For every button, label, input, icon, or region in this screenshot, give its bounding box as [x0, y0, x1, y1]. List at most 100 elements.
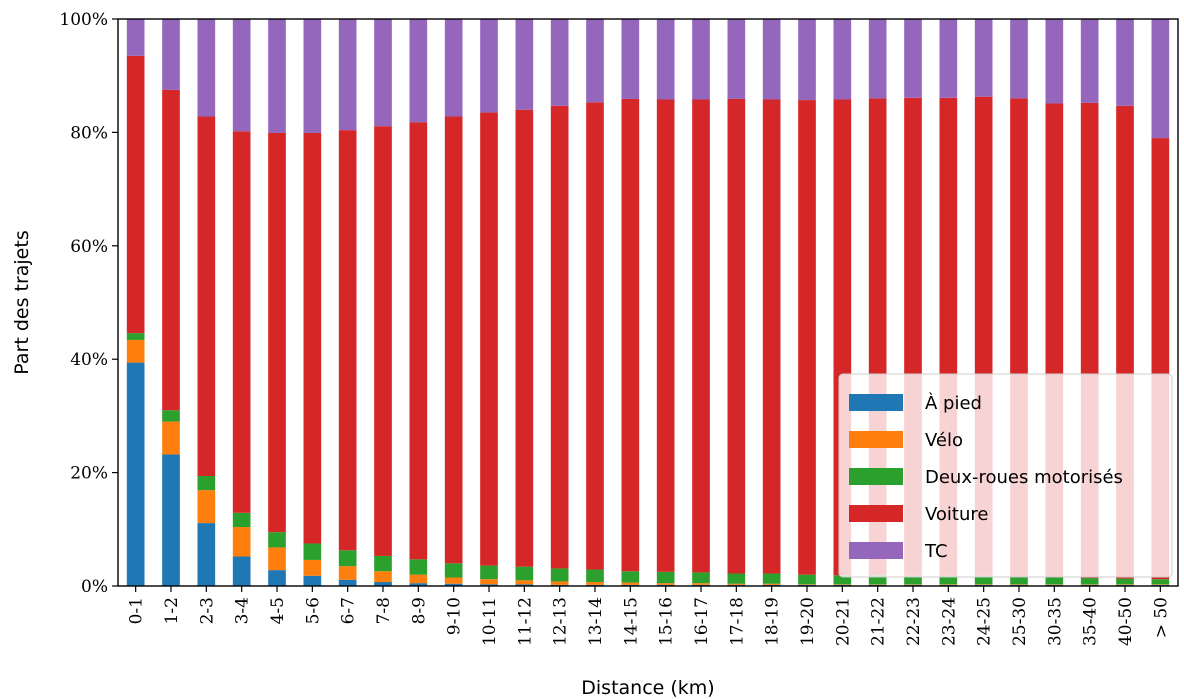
bar-segment [338, 130, 357, 551]
bar-segment [727, 583, 746, 585]
bar-segment [692, 99, 710, 573]
bar-segment [550, 581, 569, 585]
bar-segment [939, 575, 958, 585]
x-tick-label: 23-24 [939, 597, 959, 646]
bar-segment [1116, 578, 1134, 585]
bar-segment [268, 547, 286, 571]
bar-segment [621, 571, 640, 583]
bar-segment [515, 566, 534, 581]
bar-segment [232, 19, 251, 132]
bar-segment [480, 19, 498, 113]
x-tick-label: 17-18 [727, 597, 747, 646]
bar-segment [621, 582, 640, 585]
bar-segment [126, 362, 145, 586]
bar-segment [621, 19, 640, 99]
bar-segment [480, 584, 498, 586]
bar-segment [1045, 584, 1064, 585]
bar-segment [904, 19, 922, 98]
x-tick-label: 1-2 [162, 597, 182, 624]
bar-segment [656, 571, 675, 584]
bar-segment [480, 579, 498, 585]
x-tick-label: 0-1 [127, 597, 147, 624]
bar-segment [409, 559, 428, 575]
y-tick-label: 20% [70, 464, 108, 484]
x-tick-label: 40-50 [1116, 597, 1136, 646]
bar-segment [656, 99, 675, 572]
x-tick-label: 8-9 [409, 597, 429, 624]
legend-box [838, 373, 1173, 578]
x-tick-label: 19-20 [798, 597, 818, 646]
x-tick-label: 5-6 [303, 597, 323, 624]
bar-segment [303, 575, 322, 586]
x-tick-label: 12-13 [551, 597, 571, 646]
x-tick-label: 25-30 [1010, 597, 1030, 646]
bar-segment [656, 19, 675, 100]
x-tick-label: 20-21 [833, 597, 853, 646]
bar-segment [374, 126, 392, 556]
bar-segment [232, 527, 251, 557]
bar-segment [409, 122, 428, 560]
bar-segment [621, 98, 640, 572]
bar-segment [1080, 578, 1099, 585]
bar-segment [409, 19, 428, 123]
bar-segment [338, 566, 357, 580]
bar-segment [762, 573, 781, 584]
bar-segment [798, 100, 816, 575]
legend-label: Vélo [925, 430, 963, 451]
legend-label: Voiture [925, 504, 988, 525]
bar-segment [586, 582, 604, 585]
y-axis-title: Part des trajets [11, 230, 33, 374]
bar-segment [197, 476, 216, 491]
bar-segment [268, 532, 286, 548]
bar-segment [550, 19, 569, 106]
bar-segment [162, 421, 180, 455]
bar-segment [374, 571, 392, 583]
bar-segment [162, 19, 180, 90]
bar-segment [833, 575, 852, 585]
bar-segment [1045, 19, 1064, 104]
legend-swatch [849, 542, 903, 559]
y-tick-label: 60% [70, 237, 108, 257]
bar-segment [444, 116, 463, 564]
bar-segment [762, 99, 781, 574]
bar-segment [126, 55, 145, 334]
bar-segment [515, 109, 534, 567]
bar-segment [515, 584, 534, 586]
bar-segment [727, 98, 746, 574]
bar-segment [409, 583, 428, 586]
bar-segment [374, 582, 392, 586]
legend: À pied Vélo Deux-roues motorisés Voiture TC [838, 373, 1173, 578]
bar-segment [833, 19, 852, 100]
y-tick-label: 80% [70, 123, 108, 143]
bar-segment [444, 583, 463, 586]
bar-segment [197, 523, 216, 586]
bar-segment [338, 550, 357, 567]
bar-segment [126, 333, 145, 340]
bar-segment [868, 584, 887, 585]
bar-segment [974, 584, 993, 585]
axes-layer: 0% 20% 40% 60% 80% 100% 0-1 1-2 2-3 3-4 4-5 5-6 6-7 7… [59, 10, 1179, 646]
bar-segment [126, 19, 145, 56]
legend-label: TC [924, 541, 948, 562]
bar-segment [268, 570, 286, 586]
bar-segment [868, 575, 887, 585]
x-tick-label: 7-8 [374, 597, 394, 624]
bar-segment [197, 116, 216, 477]
bar-segment [374, 555, 392, 572]
y-tick-label: 100% [59, 10, 108, 30]
bar-segment [268, 19, 286, 133]
bar-segment [727, 19, 746, 99]
x-tick-label: 18-19 [763, 597, 783, 646]
bar-segment [762, 583, 781, 585]
bar-segment [444, 563, 463, 578]
x-tick-label: 3-4 [233, 597, 253, 624]
x-tick-label: 21-22 [869, 597, 889, 646]
x-tick-label: 24-25 [975, 597, 995, 646]
x-tick-label: 13-14 [586, 597, 606, 646]
plot-frame [117, 18, 1179, 587]
bar-segment [692, 572, 710, 584]
bar-segment [1151, 584, 1170, 585]
bar-segment [303, 19, 322, 133]
bar-segment [798, 19, 816, 101]
